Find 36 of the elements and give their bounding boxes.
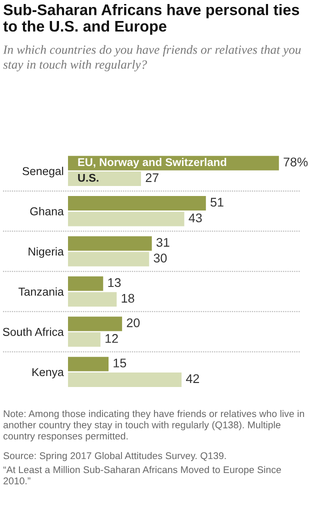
data-label: 42 [186, 374, 200, 383]
data-label: 20 [126, 318, 140, 328]
y-tick-label: Ghana [30, 206, 64, 216]
bar [68, 292, 117, 307]
chart-title: Sub-Saharan Africans have personal ties to the U.S. and Europe [3, 4, 300, 35]
data-label: 27 [146, 173, 158, 182]
text: Note: Among those indicating they have friends or relatives who live in another country they stay in touch with regularly (Q138). Multiple country responses permitted. [4, 410, 304, 442]
data-label: 30 [154, 254, 167, 263]
bar [68, 172, 142, 186]
y-tick-label: Tanzania [18, 287, 64, 296]
y-tick-label: Senegal [22, 166, 64, 178]
data-label: 43 [188, 213, 202, 222]
data-label: 12 [106, 334, 118, 343]
data-label: 31 [156, 238, 170, 247]
source-note: Source: Spring 2017 Global Attitudes Survey. Q139. [4, 452, 226, 462]
bar [68, 316, 122, 332]
bar [68, 332, 100, 347]
bar [68, 276, 104, 291]
data-label: 78% [284, 158, 308, 166]
bar [68, 356, 109, 372]
y-tick-label: Kenya [32, 368, 64, 378]
data-label: 18 [122, 294, 134, 303]
series-label: U.S. [78, 174, 98, 182]
data-label: 51 [210, 198, 224, 207]
chart-subtitle: In which countries do you have friends or relatives that you stay in touch with regularly? [3, 45, 301, 72]
bar [68, 372, 182, 387]
bar [68, 252, 150, 266]
bar [68, 236, 152, 251]
bar [68, 196, 206, 211]
text: “At Least a Million Sub-Saharan Africans Moved to Europe Since 2010.” [3, 466, 281, 484]
data-label: 15 [114, 358, 126, 368]
series-label: EU, Norway and Switzerland [78, 158, 226, 168]
y-tick-label: South Africa [2, 328, 64, 336]
data-label: 13 [108, 278, 121, 288]
bar [68, 212, 184, 226]
y-tick-label: Nigeria [28, 247, 64, 258]
